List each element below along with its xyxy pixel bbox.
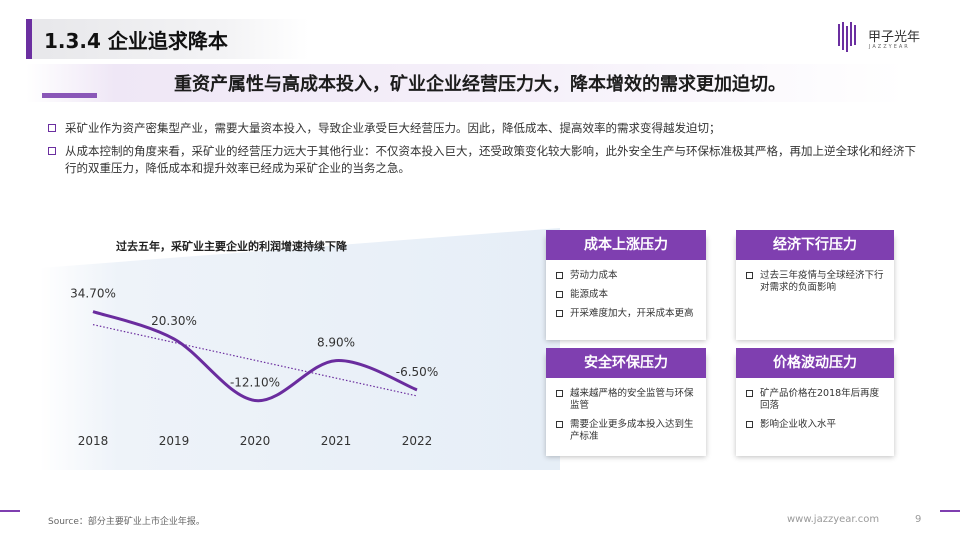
website-link[interactable]: www.jazzyear.com [787,514,880,525]
card-price-pressure: 价格波动压力 矿产品价格在2018年后再度回落 影响企业收入水平 [736,348,894,456]
card-item-text: 过去三年疫情与全球经济下行对需求的负面影响 [760,270,884,293]
bullet-item: 从成本控制的角度来看，采矿业的经营压力远大于其他行业：不仅资本投入巨大，还受政策… [48,143,918,177]
footer-accent-right [940,510,960,512]
bullet-square-icon [48,124,56,132]
checkbox-square-icon [556,421,563,428]
card-title: 经济下行压力 [736,230,894,260]
x-tick-label: 2018 [78,434,109,448]
card-item-text: 开采难度加大，开采成本更高 [570,308,694,319]
headline-band [26,64,906,102]
card-item-text: 越来越严格的安全监管与环保监管 [570,388,694,411]
logo-mark-icon [838,22,856,52]
card-item-text: 劳动力成本 [570,270,618,281]
card-list: 劳动力成本 能源成本 开采难度加大，开采成本更高 [556,270,698,327]
card-item-text: 需要企业更多成本投入达到生产标准 [570,419,694,442]
checkbox-square-icon [556,390,563,397]
x-tick-label: 2019 [159,434,190,448]
card-item-text: 影响企业收入水平 [760,419,837,430]
data-label: 34.70% [70,287,116,301]
checkbox-square-icon [556,291,563,298]
card-cost-pressure: 成本上涨压力 劳动力成本 能源成本 开采难度加大，开采成本更高 [546,230,706,340]
page-number: 9 [915,514,922,525]
x-tick-label: 2021 [321,434,352,448]
section-title-box: 1.3.4 企业追求降本 [26,19,309,59]
checkbox-square-icon [556,272,563,279]
bullet-text: 采矿业作为资产密集型产业，需要大量资本投入，导致企业承受巨大经营压力。因此，降低… [65,121,721,135]
title-accent-bar [26,19,32,59]
brand-logo: 甲子光年 JAZZYEAR [838,22,948,60]
series-line [92,310,418,403]
checkbox-square-icon [746,272,753,279]
chart-title: 过去五年，采矿业主要企业的利润增速持续下降 [116,240,347,253]
checkbox-square-icon [746,390,753,397]
x-tick-label: 2020 [240,434,271,448]
logo-subtext: JAZZYEAR [869,44,910,50]
data-label: 8.90% [317,336,355,350]
card-item-text: 能源成本 [570,289,609,300]
x-tick-label: 2022 [402,434,433,448]
card-item: 劳动力成本 [556,270,698,282]
card-list: 过去三年疫情与全球经济下行对需求的负面影响 [746,270,886,301]
logo-text: 甲子光年 [868,30,921,45]
bullet-text: 从成本控制的角度来看，采矿业的经营压力远大于其他行业：不仅资本投入巨大，还受政策… [65,144,916,175]
card-item: 开采难度加大，开采成本更高 [556,308,698,320]
card-item-text: 矿产品价格在2018年后再度回落 [760,388,880,411]
card-item: 需要企业更多成本投入达到生产标准 [556,419,698,443]
card-item: 矿产品价格在2018年后再度回落 [746,388,886,412]
card-item: 过去三年疫情与全球经济下行对需求的负面影响 [746,270,886,294]
footer-accent-left [0,510,20,512]
card-title: 安全环保压力 [546,348,706,378]
section-title: 1.3.4 企业追求降本 [44,29,228,53]
card-list: 矿产品价格在2018年后再度回落 影响企业收入水平 [746,388,886,438]
card-title: 成本上涨压力 [546,230,706,260]
checkbox-square-icon [746,421,753,428]
headline-accent [42,93,97,98]
card-item: 影响企业收入水平 [746,419,886,431]
card-safety-pressure: 安全环保压力 越来越严格的安全监管与环保监管 需要企业更多成本投入达到生产标准 [546,348,706,456]
card-list: 越来越严格的安全监管与环保监管 需要企业更多成本投入达到生产标准 [556,388,698,450]
data-label: -6.50% [396,365,438,379]
chart-background-band [40,228,560,470]
bullet-square-icon [48,147,56,155]
bullet-list: 采矿业作为资产密集型产业，需要大量资本投入，导致企业承受巨大经营压力。因此，降低… [48,120,918,183]
checkbox-square-icon [556,310,563,317]
data-label: 20.30% [151,314,197,328]
source-note: Source：部分主要矿业上市企业年报。 [48,517,205,527]
card-item: 能源成本 [556,289,698,301]
bullet-item: 采矿业作为资产密集型产业，需要大量资本投入，导致企业承受巨大经营压力。因此，降低… [48,120,918,137]
card-economic-pressure: 经济下行压力 过去三年疫情与全球经济下行对需求的负面影响 [736,230,894,340]
trend-line [92,324,418,397]
data-label: -12.10% [230,375,280,389]
headline: 重资产属性与高成本投入，矿业企业经营压力大，降本增效的需求更加迫切。 [174,74,786,95]
card-title: 价格波动压力 [736,348,894,378]
card-item: 越来越严格的安全监管与环保监管 [556,388,698,412]
